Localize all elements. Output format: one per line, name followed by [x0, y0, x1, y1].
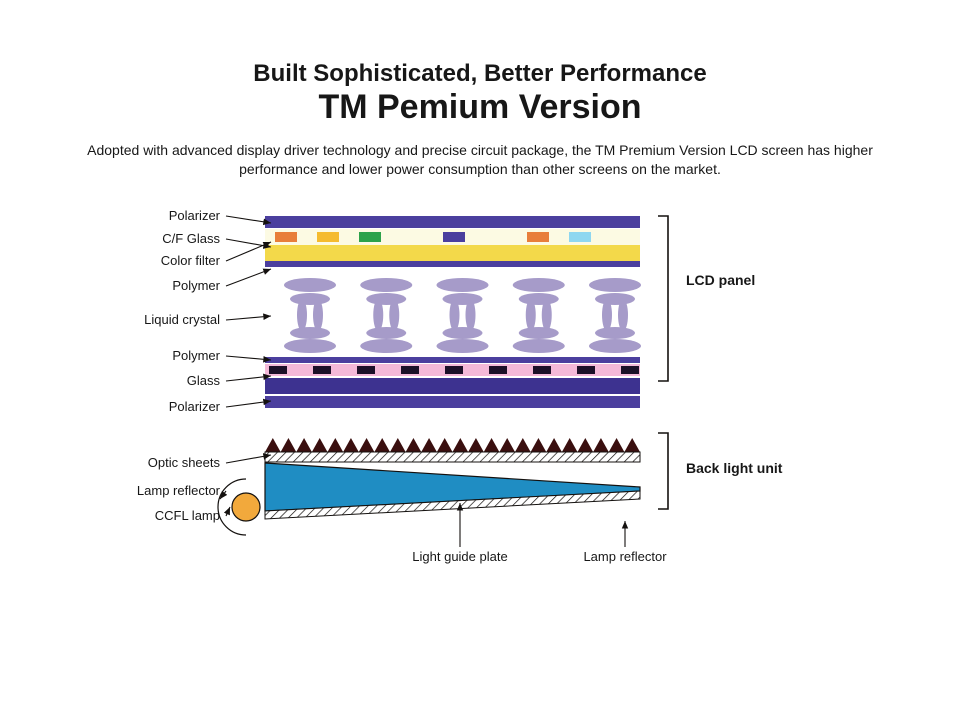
- layer-label: Polymer: [172, 278, 220, 293]
- bottom-label: Light guide plate: [412, 549, 507, 564]
- layer-label: Polymer: [172, 348, 220, 363]
- page-title: TM Pemium Version: [0, 88, 960, 127]
- subtitle: Built Sophisticated, Better Performance: [0, 60, 960, 88]
- layer-label: Polarizer: [169, 399, 221, 414]
- bottom-label: Lamp reflector: [583, 549, 667, 564]
- description: Adopted with advanced display driver tec…: [70, 141, 890, 179]
- layer-label: Glass: [187, 373, 221, 388]
- layer-label: Lamp reflector: [137, 483, 221, 498]
- lcd-diagram: Polarizer C/F Glass Color filter Polymer Liq…: [70, 201, 890, 681]
- section-label: Back light unit: [686, 460, 783, 476]
- layer-label: Color filter: [161, 253, 221, 268]
- section-label: LCD panel: [686, 272, 755, 288]
- layer-label: C/F Glass: [162, 231, 220, 246]
- layer-label: Optic sheets: [148, 455, 221, 470]
- layer-label: Polarizer: [169, 208, 221, 223]
- layer-label: CCFL lamp: [155, 508, 220, 523]
- layer-label: Liquid crystal: [144, 312, 220, 327]
